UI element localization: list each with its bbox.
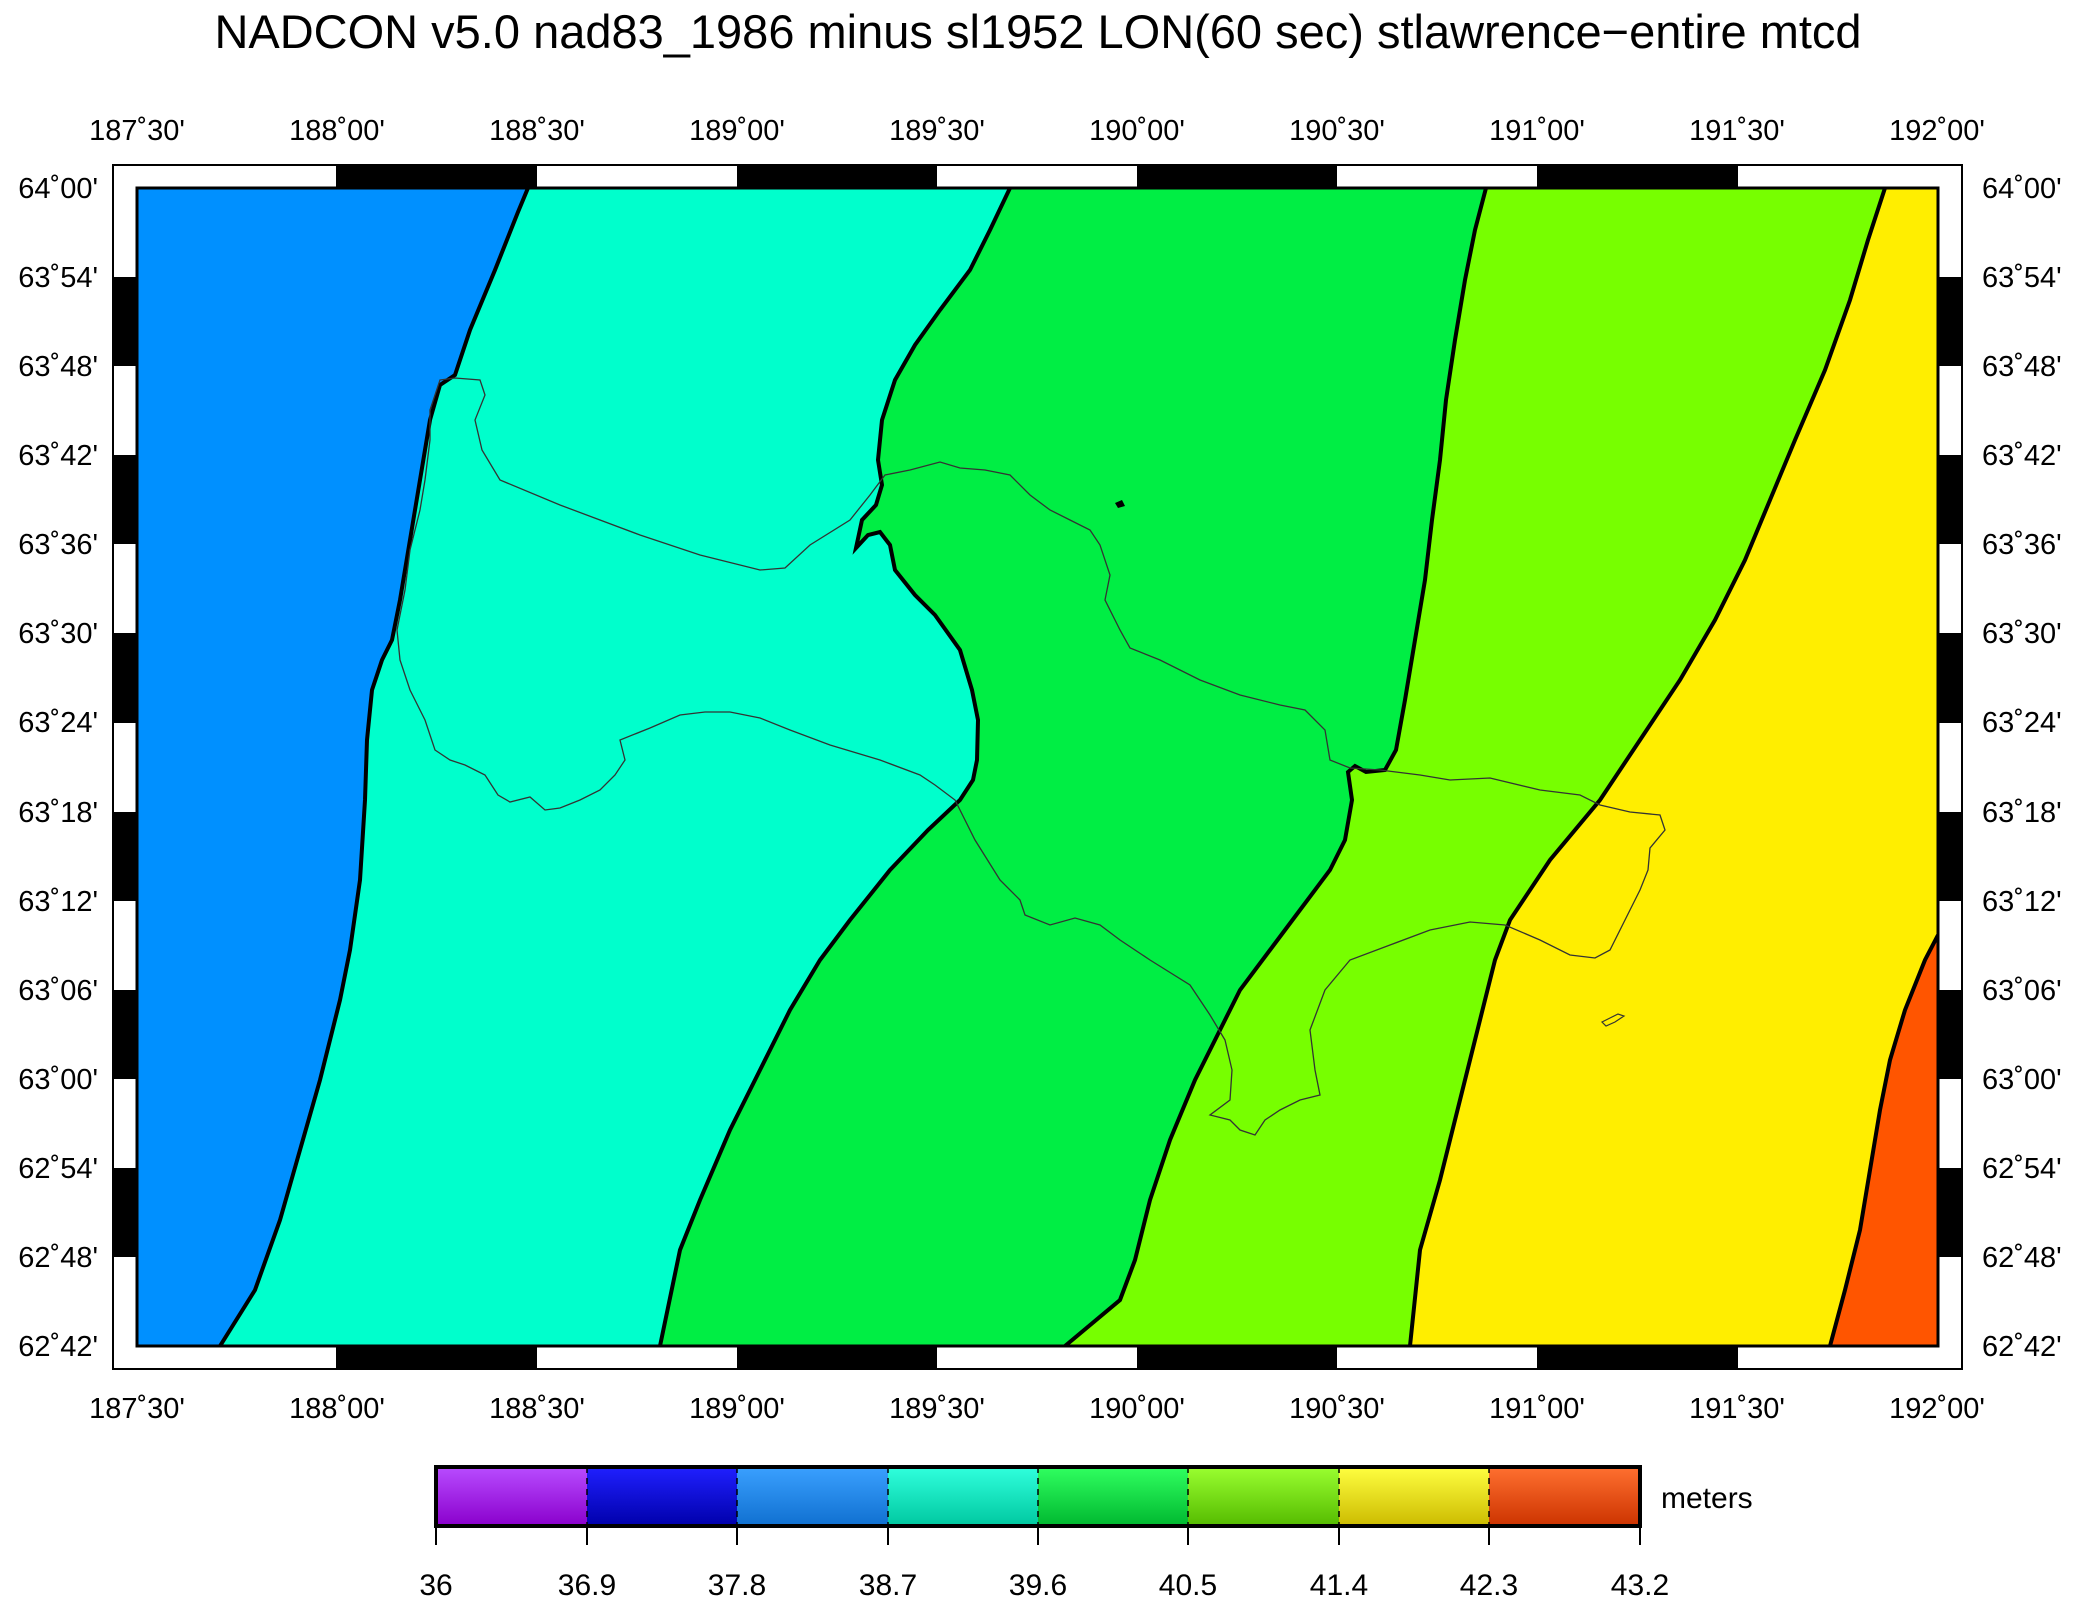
lat-label: 63˚06' [18,975,98,1007]
contour-line-38-7 [218,188,530,1346]
contour-line-41-4 [1408,188,1887,1346]
lon-label: 188˚00' [289,115,385,147]
lon-label: 191˚30' [1689,1393,1785,1425]
colorbar-tick-label: 41.4 [1310,1569,1368,1597]
map-title: NADCON v5.0 nad83_1986 minus sl1952 LON(… [214,5,1861,58]
lat-label: 63˚42' [1982,440,2062,472]
lat-label: 64˚00' [18,173,98,205]
lon-label: 190˚00' [1089,1393,1185,1425]
contour-line-40-5 [1063,188,1488,1346]
lat-label: 63˚00' [1982,1064,2062,1096]
lat-label: 63˚48' [1982,351,2062,383]
lon-label: 187˚30' [89,1393,185,1425]
lat-label: 62˚48' [18,1242,98,1274]
lat-label: 63˚54' [1982,262,2062,294]
lat-label: 63˚42' [18,440,98,472]
lon-label: 191˚30' [1689,115,1785,147]
lat-label: 63˚36' [1982,529,2062,561]
contour-line-42-3 [1828,934,1938,1346]
lon-label: 192˚00' [1889,115,1985,147]
lon-label: 190˚30' [1289,115,1385,147]
lat-label: 63˚12' [18,886,98,918]
lat-label: 63˚48' [18,351,98,383]
colorbar-unit: meters [1661,1482,1753,1515]
colorbar-segment [1188,1467,1339,1526]
colorbar-segment [737,1467,888,1526]
colorbar-tick-label: 36.9 [558,1569,616,1597]
lon-label: 188˚00' [289,1393,385,1425]
lat-label: 62˚42' [18,1331,98,1363]
lon-label: 192˚00' [1889,1393,1985,1425]
colorbar: meters 36 36.9 37.8 38.7 39.6 40.5 41.4 … [419,1465,1753,1597]
lat-label: 62˚42' [1982,1331,2062,1363]
lat-label: 63˚36' [18,529,98,561]
lat-label: 63˚24' [1982,707,2062,739]
colorbar-tick-label: 40.5 [1159,1569,1217,1597]
colorbar-segment [1339,1467,1489,1526]
lat-label: 62˚48' [1982,1242,2062,1274]
lon-label: 189˚30' [889,1393,985,1425]
lon-label: 191˚00' [1489,1393,1585,1425]
lat-label: 63˚18' [1982,797,2062,829]
lon-label: 190˚00' [1089,115,1185,147]
colorbar-segment [1489,1467,1640,1526]
small-island-2 [1600,1013,1626,1027]
colorbar-tick-label: 42.3 [1460,1569,1518,1597]
lon-label: 189˚00' [689,1393,785,1425]
colorbar-tick-label: 39.6 [1009,1569,1067,1597]
latitude-labels-left: 64˚00' 63˚54' 63˚48' 63˚42' 63˚36' 63˚30… [18,173,98,1363]
coastline [396,377,1666,1136]
colorbar-segment [587,1467,737,1526]
lon-label: 191˚00' [1489,115,1585,147]
small-island [1115,500,1125,508]
colorbar-tick-label: 36 [419,1569,452,1597]
lat-label: 63˚18' [18,797,98,829]
lat-label: 63˚24' [18,707,98,739]
map-frame [112,164,1963,1370]
lat-label: 63˚30' [18,618,98,650]
contour-lines [218,188,1938,1346]
lat-label: 63˚54' [18,262,98,294]
lat-label: 63˚00' [18,1064,98,1096]
colorbar-segment [1038,1467,1188,1526]
lat-label: 63˚30' [1982,618,2062,650]
zone-41-4-42-3 [1410,188,1938,1346]
lat-label: 62˚54' [18,1153,98,1185]
lat-label: 62˚54' [1982,1153,2062,1185]
lon-label: 188˚30' [489,1393,585,1425]
colorbar-tick-label: 38.7 [859,1569,917,1597]
lon-label: 189˚00' [689,115,785,147]
colorbar-tick-label: 43.2 [1611,1569,1669,1597]
colorbar-segment [436,1467,587,1526]
lon-label: 190˚30' [1289,1393,1385,1425]
lon-label: 187˚30' [89,115,185,147]
longitude-labels-bottom: 187˚30' 188˚00' 188˚30' 189˚00' 189˚30' … [89,1393,1985,1425]
lat-label: 63˚12' [1982,886,2062,918]
colorbar-tick-label: 37.8 [708,1569,766,1597]
lat-label: 64˚00' [1982,173,2062,205]
colorbar-segment [888,1467,1038,1526]
lon-label: 188˚30' [489,115,585,147]
lat-label: 63˚06' [1982,975,2062,1007]
longitude-labels-top: 187˚30' 188˚00' 188˚30' 189˚00' 189˚30' … [89,115,1985,147]
lon-label: 189˚30' [889,115,985,147]
contour-line-39-6 [658,188,1012,1346]
latitude-labels-right: 64˚00' 63˚54' 63˚48' 63˚42' 63˚36' 63˚30… [1982,173,2062,1363]
map-area [137,188,1938,1346]
